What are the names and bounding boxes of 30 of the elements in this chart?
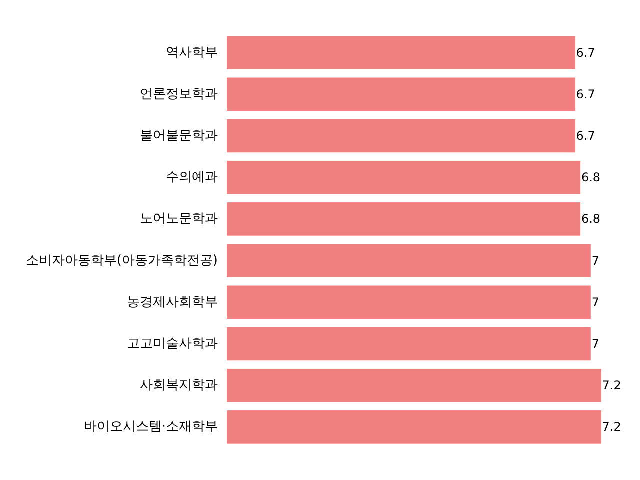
data-label: 7	[592, 254, 600, 268]
bar	[227, 286, 591, 320]
y-tick-label: 언론정보학과	[140, 86, 218, 102]
bar	[227, 244, 591, 278]
data-label: 6.7	[576, 129, 596, 143]
bar	[227, 36, 576, 70]
y-tick-label: 소비자아동학부(아동가족학전공)	[26, 253, 218, 268]
data-label: 6.8	[581, 170, 601, 185]
data-label: 7.2	[602, 420, 622, 434]
data-label: 6.8	[581, 212, 601, 226]
y-tick-label: 불어불문학과	[140, 128, 218, 144]
bar	[227, 410, 602, 444]
data-label: 6.7	[576, 87, 596, 102]
data-label: 6.7	[576, 46, 596, 60]
y-tick-label: 노어노문학과	[140, 212, 218, 227]
bar	[227, 78, 576, 112]
bar	[227, 160, 580, 194]
y-tick-label: 바이오시스템·소재학부	[84, 420, 218, 435]
data-label: 7	[592, 295, 600, 310]
bar	[227, 327, 591, 361]
y-tick-label: 수의예과	[166, 170, 218, 186]
y-tick-label: 고고미술사학과	[127, 336, 218, 352]
y-tick-label: 사회복지학과	[140, 378, 218, 394]
bar	[227, 202, 580, 236]
bar	[227, 119, 576, 153]
y-tick-label: 역사학부	[166, 45, 218, 60]
data-label: 7.2	[602, 378, 622, 393]
bar	[227, 368, 602, 402]
y-tick-label: 농경제사회학부	[127, 294, 218, 310]
data-label: 7	[592, 337, 600, 351]
